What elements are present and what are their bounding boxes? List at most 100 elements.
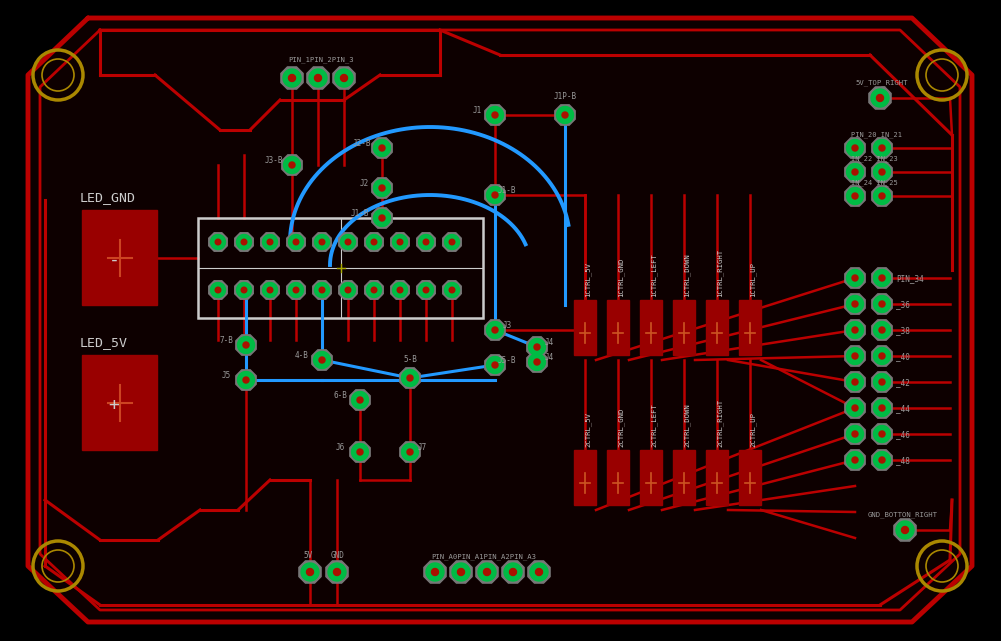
Polygon shape [534, 344, 540, 350]
Polygon shape [373, 179, 390, 197]
Text: 1CTRL_5V: 1CTRL_5V [585, 262, 592, 297]
Polygon shape [872, 372, 892, 392]
Polygon shape [371, 178, 392, 198]
Polygon shape [373, 140, 390, 156]
Polygon shape [349, 442, 370, 462]
Polygon shape [416, 233, 435, 251]
Text: 2CTRL_5V: 2CTRL_5V [585, 412, 592, 447]
Polygon shape [319, 287, 324, 293]
Polygon shape [262, 283, 277, 297]
Polygon shape [879, 301, 885, 307]
Text: 2CTRL_DOWN: 2CTRL_DOWN [684, 403, 691, 447]
Polygon shape [486, 356, 504, 374]
Polygon shape [845, 268, 865, 288]
Polygon shape [237, 372, 254, 388]
Text: 1CTRL_DOWN: 1CTRL_DOWN [684, 253, 691, 297]
Polygon shape [874, 296, 891, 313]
Bar [198, 218, 483, 318]
Polygon shape [364, 281, 383, 299]
Polygon shape [879, 431, 885, 437]
Text: 1CTRL_GND: 1CTRL_GND [618, 258, 625, 297]
Polygon shape [399, 368, 420, 388]
Bar [706, 450, 728, 505]
Polygon shape [236, 335, 256, 355]
Polygon shape [314, 283, 329, 297]
Text: LED_5V: LED_5V [80, 336, 128, 349]
Text: PIN_34: PIN_34 [896, 274, 924, 283]
Polygon shape [418, 235, 433, 249]
Polygon shape [877, 94, 884, 101]
Polygon shape [852, 275, 858, 281]
Polygon shape [879, 353, 885, 359]
Text: J3: J3 [503, 321, 512, 330]
Text: GND_BOTTON_RIGHT: GND_BOTTON_RIGHT [868, 511, 938, 518]
Polygon shape [281, 67, 303, 89]
Polygon shape [529, 338, 546, 356]
Text: PIN_1PIN_2PIN_3: PIN_1PIN_2PIN_3 [288, 56, 353, 63]
Polygon shape [423, 561, 446, 583]
Polygon shape [379, 185, 385, 191]
Polygon shape [879, 379, 885, 385]
Polygon shape [283, 69, 301, 87]
Polygon shape [349, 390, 370, 410]
Polygon shape [442, 281, 461, 299]
Polygon shape [262, 235, 277, 249]
Bar [574, 300, 596, 355]
Polygon shape [286, 233, 305, 251]
Bar [574, 450, 596, 505]
Polygon shape [379, 215, 385, 221]
Polygon shape [288, 74, 295, 81]
Polygon shape [215, 239, 221, 245]
Polygon shape [879, 193, 885, 199]
Polygon shape [872, 138, 892, 158]
Polygon shape [852, 193, 858, 199]
Polygon shape [210, 235, 225, 249]
Bar [739, 450, 761, 505]
Polygon shape [328, 563, 346, 581]
Text: _46: _46 [896, 431, 910, 440]
Polygon shape [293, 287, 299, 293]
Polygon shape [852, 457, 858, 463]
Polygon shape [392, 283, 407, 297]
Polygon shape [852, 379, 858, 385]
Polygon shape [312, 233, 331, 251]
Polygon shape [366, 283, 381, 297]
Polygon shape [312, 350, 332, 370]
Polygon shape [235, 281, 253, 299]
Polygon shape [397, 239, 402, 245]
Polygon shape [879, 405, 885, 411]
Polygon shape [845, 138, 865, 158]
Polygon shape [894, 519, 916, 541]
Polygon shape [505, 563, 522, 581]
Text: 5V_TOP_RIGHT: 5V_TOP_RIGHT [856, 79, 908, 86]
Polygon shape [319, 357, 325, 363]
Bar [706, 300, 728, 355]
Polygon shape [241, 239, 247, 245]
Polygon shape [338, 281, 357, 299]
Text: _38: _38 [896, 326, 910, 335]
Polygon shape [847, 188, 864, 204]
Polygon shape [879, 275, 885, 281]
Polygon shape [879, 457, 885, 463]
Polygon shape [536, 569, 543, 576]
Polygon shape [874, 269, 891, 287]
Polygon shape [289, 162, 295, 168]
Polygon shape [390, 233, 409, 251]
Polygon shape [852, 301, 858, 307]
Polygon shape [852, 405, 858, 411]
Polygon shape [236, 370, 256, 390]
Polygon shape [562, 112, 568, 118]
Polygon shape [236, 235, 251, 249]
Polygon shape [502, 561, 525, 583]
Polygon shape [209, 233, 227, 251]
Bar [607, 300, 629, 355]
Polygon shape [357, 397, 363, 403]
Polygon shape [879, 145, 885, 151]
Bar [739, 300, 761, 355]
Polygon shape [209, 281, 227, 299]
Polygon shape [845, 372, 865, 392]
Text: J6: J6 [335, 443, 344, 452]
Polygon shape [852, 145, 858, 151]
Polygon shape [902, 526, 909, 533]
Polygon shape [326, 561, 348, 583]
